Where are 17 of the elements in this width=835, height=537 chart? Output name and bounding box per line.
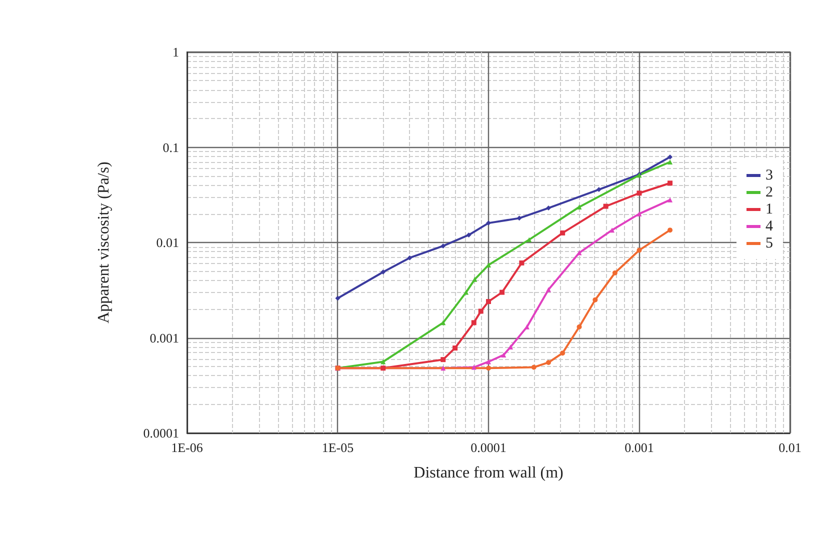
x-tick-label: 0.0001 bbox=[470, 440, 506, 455]
y-tick-label: 0.01 bbox=[156, 235, 179, 250]
legend-label: 4 bbox=[766, 218, 774, 234]
legend-label: 5 bbox=[766, 236, 773, 252]
x-axis-title: Distance from wall (m) bbox=[414, 464, 564, 482]
legend-label: 2 bbox=[766, 184, 773, 200]
y-axis-title: Apparent viscosity (Pa/s) bbox=[96, 162, 112, 324]
x-tick-label: 1E-06 bbox=[171, 440, 204, 455]
x-tick-label: 1E-05 bbox=[322, 440, 354, 455]
y-tick-label: 0.0001 bbox=[143, 426, 179, 440]
x-tick-label: 0.001 bbox=[624, 440, 654, 455]
legend-label: 1 bbox=[766, 202, 773, 218]
y-tick-label: 0.001 bbox=[150, 330, 179, 346]
x-tick-label: 0.01 bbox=[778, 440, 802, 455]
y-tick-label: 0.1 bbox=[162, 140, 179, 155]
legend-label: 3 bbox=[766, 168, 773, 184]
y-tick-label: 1 bbox=[172, 44, 179, 60]
